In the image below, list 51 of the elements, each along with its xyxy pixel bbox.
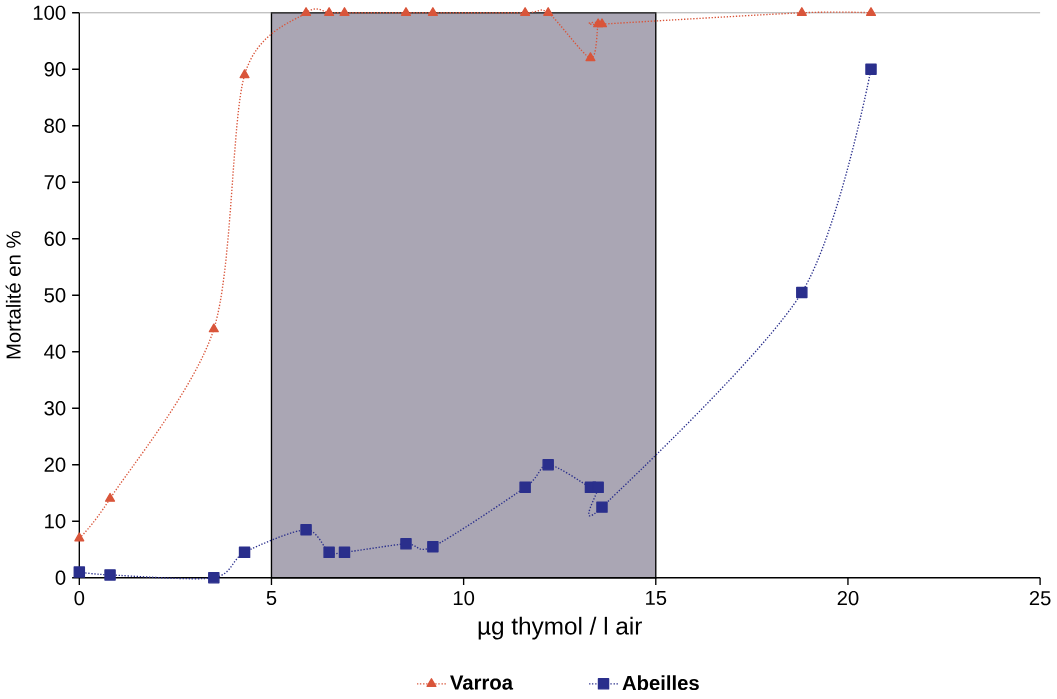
- point: [596, 501, 608, 513]
- point: [74, 532, 85, 542]
- point: [324, 6, 335, 16]
- y-tick-label: 90: [44, 62, 66, 77]
- x-tick-label: 25: [1029, 590, 1051, 606]
- y-tick-label: 50: [44, 288, 66, 303]
- point: [519, 481, 531, 493]
- point: [543, 6, 554, 16]
- y-tick-label: 20: [44, 457, 66, 472]
- point: [520, 6, 531, 16]
- point: [796, 6, 807, 16]
- point: [208, 571, 220, 584]
- y-tick-label: 10: [45, 513, 66, 529]
- point: [865, 6, 877, 16]
- point: [104, 492, 116, 502]
- x-tick-label: 10: [453, 590, 475, 606]
- point: [239, 69, 250, 79]
- point: [73, 566, 86, 578]
- x-axis-title: µg thymol / l air: [478, 616, 642, 640]
- x-tick-label: 5: [266, 590, 277, 605]
- point: [796, 286, 808, 299]
- y-tick-label: 0: [55, 570, 66, 585]
- y-tick-label: 30: [44, 400, 66, 416]
- point: [865, 63, 877, 75]
- point: [301, 6, 312, 16]
- y-tick-label: 40: [44, 344, 66, 359]
- x-tick-label: 15: [646, 590, 667, 605]
- point: [300, 523, 312, 536]
- point: [585, 52, 596, 62]
- point: [400, 538, 412, 550]
- y-axis-title: Mortalité en %: [5, 231, 21, 359]
- point: [238, 546, 251, 558]
- point: [400, 6, 412, 16]
- y-tick-label: 100: [33, 5, 66, 20]
- legend-label: Varroa: [450, 675, 514, 690]
- point: [323, 546, 335, 558]
- point: [596, 18, 608, 28]
- point: [592, 481, 604, 493]
- point: [427, 540, 439, 553]
- point: [104, 569, 116, 581]
- point: [427, 6, 438, 16]
- x-tick-label: 20: [837, 590, 859, 606]
- point: [542, 458, 554, 471]
- y-tick-label: 80: [44, 118, 66, 133]
- y-tick-label: 60: [44, 231, 66, 246]
- point: [339, 6, 350, 16]
- legend-label: Abeilles: [622, 675, 699, 690]
- x-tick-label: 0: [74, 590, 85, 606]
- point: [338, 546, 351, 558]
- point: [208, 323, 219, 333]
- y-tick-label: 70: [44, 175, 66, 190]
